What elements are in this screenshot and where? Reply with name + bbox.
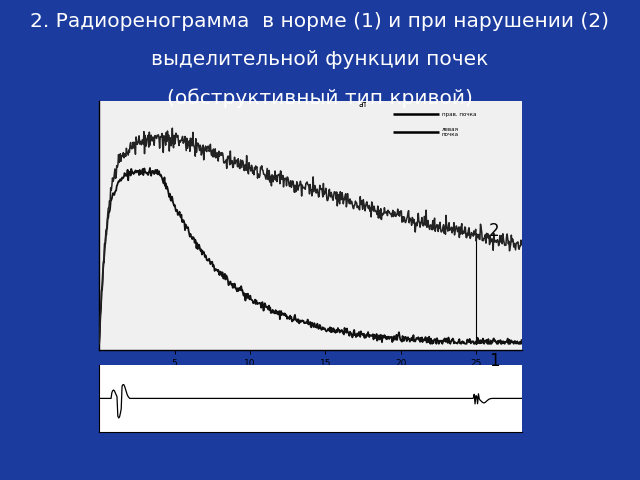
Text: 2: 2 xyxy=(489,222,500,240)
Text: ат: ат xyxy=(358,100,368,109)
Text: (обструктивный тип кривой): (обструктивный тип кривой) xyxy=(167,89,473,108)
Text: 2. Радиоренограмма  в норме (1) и при нарушении (2): 2. Радиоренограмма в норме (1) и при нар… xyxy=(31,12,609,31)
Text: левая
почка: левая почка xyxy=(442,127,459,137)
Text: прав. почка: прав. почка xyxy=(442,111,476,117)
Text: выделительной функции почек: выделительной функции почек xyxy=(152,50,488,70)
Text: 1: 1 xyxy=(489,352,500,370)
